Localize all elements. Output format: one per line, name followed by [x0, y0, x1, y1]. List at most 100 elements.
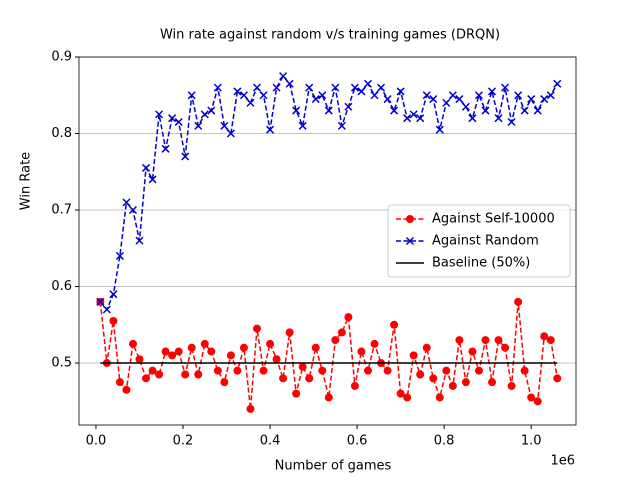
point: [337, 121, 346, 130]
point: [259, 366, 268, 375]
point: [128, 205, 137, 215]
x-offset-label: 1e6: [550, 454, 575, 469]
point: [409, 110, 418, 119]
y-tick-label: 0.6: [51, 279, 72, 294]
point: [422, 343, 431, 352]
point: [422, 91, 431, 100]
point: [344, 102, 353, 111]
point: [220, 378, 229, 387]
point: [429, 374, 438, 383]
point: [553, 374, 562, 383]
point: [272, 83, 281, 92]
point: [246, 98, 255, 107]
point: [455, 95, 464, 104]
point: [194, 370, 203, 379]
point: [350, 83, 359, 92]
point: [318, 91, 327, 100]
y-tick-label: 0.5: [51, 356, 72, 371]
point: [363, 366, 372, 375]
point: [331, 83, 340, 92]
point: [226, 129, 235, 138]
point: [279, 374, 288, 383]
point: [468, 347, 477, 356]
point: [331, 336, 340, 345]
point: [252, 83, 262, 92]
point: [520, 366, 529, 375]
point: [481, 106, 490, 115]
point: [292, 106, 301, 115]
point: [383, 366, 392, 375]
point: [357, 347, 366, 356]
point: [181, 152, 190, 161]
point: [435, 125, 444, 134]
point: [540, 95, 549, 104]
point: [487, 87, 497, 96]
point: [324, 393, 333, 402]
point: [409, 351, 418, 360]
point: [527, 95, 536, 104]
point: [128, 339, 137, 348]
point: [141, 163, 151, 172]
point: [187, 343, 196, 352]
point: [494, 114, 503, 123]
point: [383, 95, 392, 104]
point: [213, 366, 222, 375]
point: [220, 121, 229, 130]
legend-box: [387, 204, 571, 278]
point: [553, 79, 562, 88]
chart-title: Win rate against random v/s training gam…: [160, 28, 500, 43]
point: [376, 83, 386, 92]
point: [272, 355, 281, 364]
y-axis-label: Win Rate: [19, 152, 34, 210]
point: [390, 320, 399, 329]
point: [161, 144, 170, 153]
point: [363, 79, 373, 88]
x-tick-label: 1.0: [521, 434, 542, 449]
point: [226, 351, 235, 360]
point: [239, 91, 248, 100]
point: [448, 91, 457, 100]
point: [233, 87, 242, 96]
point: [200, 339, 209, 348]
point: [135, 355, 144, 364]
x-tick-label: 0.2: [173, 434, 194, 449]
legend-marker: [405, 236, 415, 246]
point: [501, 343, 510, 352]
point: [285, 79, 294, 88]
point: [455, 336, 464, 345]
point: [468, 114, 477, 123]
point: [266, 125, 275, 134]
point: [390, 106, 399, 115]
point: [416, 114, 425, 123]
point: [174, 118, 183, 127]
point: [514, 91, 523, 100]
point: [396, 389, 405, 398]
point: [305, 374, 314, 383]
point: [533, 397, 542, 406]
point: [168, 351, 177, 360]
series-line: [99, 301, 559, 410]
x-axis-label: Number of games: [275, 459, 392, 474]
point: [396, 87, 405, 96]
plot-frame: [78, 56, 577, 426]
point: [122, 198, 131, 207]
point: [148, 366, 157, 375]
point: [239, 343, 248, 352]
point: [501, 83, 510, 92]
point: [115, 251, 124, 260]
point: [174, 347, 183, 356]
point: [474, 366, 483, 375]
point: [337, 328, 346, 337]
y-tick-label: 0.7: [51, 203, 72, 218]
point: [187, 91, 196, 100]
point: [540, 332, 549, 341]
point: [213, 83, 222, 92]
point: [135, 236, 144, 245]
legend-label: Against Random: [432, 234, 539, 249]
point: [546, 91, 555, 100]
point: [266, 339, 275, 348]
point: [318, 366, 327, 375]
legend-label: Baseline (50%): [432, 256, 530, 271]
y-tick-label: 0.9: [51, 50, 72, 65]
